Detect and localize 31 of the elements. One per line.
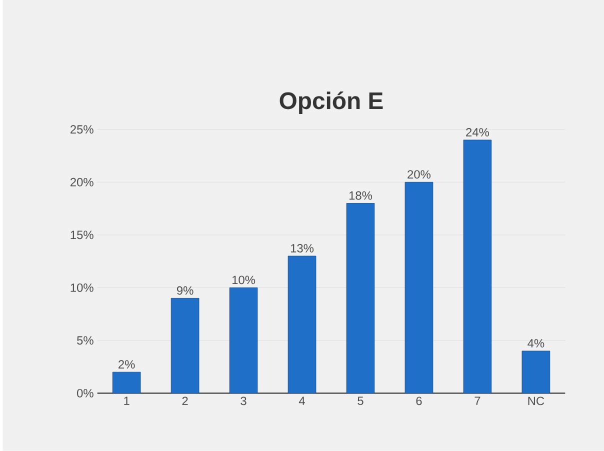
x-tick-label: 1: [124, 396, 130, 405]
bar: [522, 350, 550, 394]
data-label: 24%: [466, 128, 489, 136]
data-label: 20%: [408, 170, 430, 179]
y-tick-label: 20%: [70, 178, 94, 186]
data-label: 2%: [118, 360, 135, 369]
bar: [463, 140, 492, 394]
x-tick-label: 6: [416, 396, 422, 406]
data-label: 9%: [176, 286, 194, 295]
y-tick-label: 25%: [70, 125, 94, 134]
y-tick-label: 15%: [70, 230, 94, 240]
bar: [170, 298, 200, 394]
y-tick-label: 0%: [77, 388, 94, 398]
data-label: 10%: [232, 276, 256, 284]
data-label: 18%: [349, 191, 372, 200]
bar: [346, 203, 375, 394]
bar: [229, 288, 258, 394]
x-tick-label: 4: [298, 396, 305, 405]
x-tick-label: 2: [182, 396, 188, 406]
bar: [112, 372, 141, 394]
x-tick-label: 5: [358, 396, 364, 406]
x-tick-label: 7: [474, 396, 480, 405]
bar: [404, 182, 434, 394]
x-tick-label: NC: [528, 396, 544, 406]
data-label: 4%: [528, 339, 544, 348]
x-tick-label: 3: [240, 396, 246, 406]
chart-title: Opción E: [280, 91, 383, 114]
y-tick-label: 5%: [77, 336, 94, 345]
bar: [288, 256, 316, 394]
y-tick-label: 10%: [70, 283, 94, 292]
data-label: 13%: [290, 244, 314, 253]
